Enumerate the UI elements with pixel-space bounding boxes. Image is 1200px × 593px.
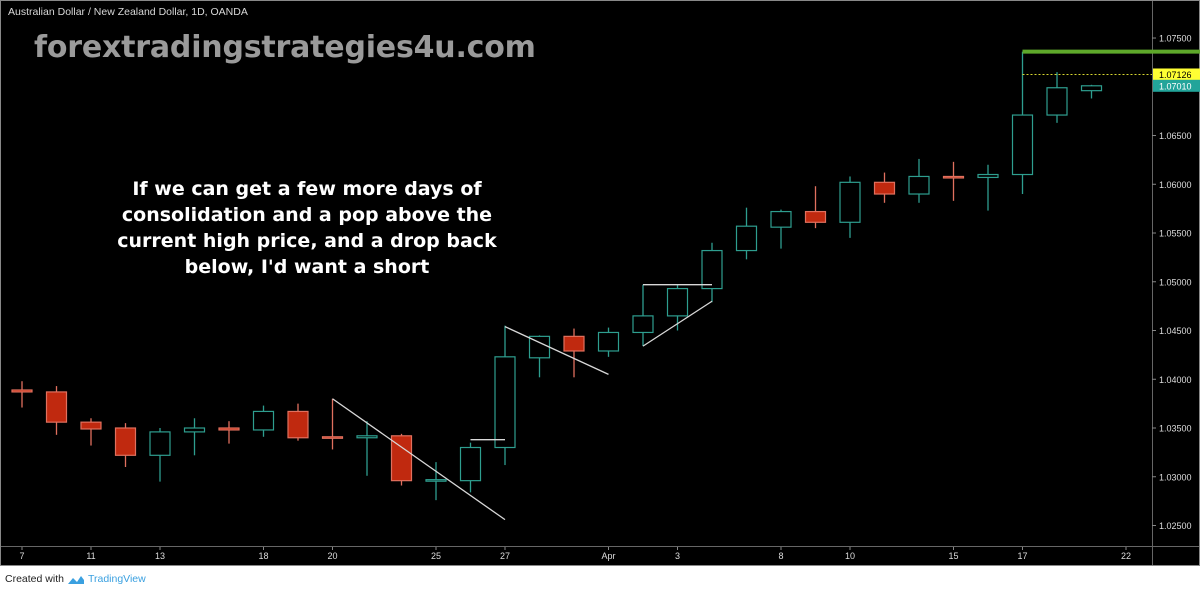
candle-up — [735, 225, 758, 252]
trendline — [642, 300, 713, 347]
candle-up — [1080, 85, 1103, 92]
chart-area[interactable]: 1.07500 1.06500 1.06000 1.05500 1.05000 1.045… — [0, 0, 1200, 566]
price-tick-label: 1.07500 — [1159, 34, 1192, 44]
candle-up — [597, 331, 620, 352]
price-axis — [1152, 0, 1200, 566]
annotation-text: If we can get a few more days of consoli… — [117, 178, 497, 278]
candle-up — [425, 479, 447, 482]
candle-up — [252, 410, 275, 431]
price-tick-label: 1.06500 — [1159, 131, 1192, 141]
time-tick-label: 7 — [19, 551, 24, 561]
time-tick-label: 13 — [155, 551, 165, 561]
candle-down — [218, 427, 240, 431]
time-tick-label: 10 — [845, 551, 855, 561]
candle-up — [977, 173, 999, 179]
candle-down — [873, 181, 896, 195]
candle-down — [390, 435, 413, 482]
candle-up — [839, 181, 861, 223]
candle-down — [11, 389, 33, 393]
candle-up — [666, 287, 689, 317]
candle-down — [287, 410, 309, 439]
time-tick-label: 8 — [778, 551, 783, 561]
time-tick-label: 20 — [327, 551, 337, 561]
price-tick-label: 1.03500 — [1159, 424, 1192, 434]
candle-down — [942, 175, 965, 179]
candle-up — [908, 175, 930, 195]
candle-up — [494, 356, 516, 449]
price-tick-label: 1.05000 — [1159, 277, 1192, 287]
price-tick-label: 1.04000 — [1159, 375, 1192, 385]
price-tick-label: 1.05500 — [1159, 229, 1192, 239]
price-tick-label: 1.06000 — [1159, 180, 1192, 190]
candle-down — [321, 436, 344, 439]
candle-down — [80, 421, 102, 430]
trendline — [504, 326, 609, 375]
candle-up — [183, 427, 206, 433]
symbol-title: Australian Dollar / New Zealand Dollar, … — [8, 6, 248, 18]
time-tick-label: 27 — [500, 551, 510, 561]
price-tick-label: 1.04500 — [1159, 326, 1192, 336]
candle-up — [770, 210, 792, 228]
candle-up — [356, 435, 378, 439]
time-tick-label: 11 — [86, 551, 95, 561]
price-tick-label: 1.02500 — [1159, 521, 1192, 531]
time-tick-label: Apr — [601, 551, 615, 561]
chart-frame — [0, 0, 1200, 566]
tradingview-cloud-icon — [67, 575, 84, 584]
time-tick-label: 22 — [1121, 551, 1131, 561]
candle-up — [1011, 114, 1034, 176]
tradingview-link[interactable]: TradingView — [87, 573, 146, 585]
candle-up — [1046, 87, 1068, 116]
time-tick-label: 25 — [431, 551, 441, 561]
high-price-label: 1.07126 — [1159, 70, 1192, 80]
last-price-label: 1.07010 — [1159, 81, 1192, 91]
candle-up — [149, 431, 171, 456]
time-tick-label: 17 — [1017, 551, 1027, 561]
watermark: forextradingstrategies4u.com — [34, 30, 536, 65]
footer: Created with TradingView — [5, 573, 146, 585]
candle-down — [563, 335, 585, 352]
last-price-label-bg — [1153, 79, 1200, 92]
time-tick-label: 18 — [258, 551, 268, 561]
candle-down — [804, 210, 827, 223]
candle-down — [114, 427, 137, 456]
price-tick-label: 1.03000 — [1159, 472, 1192, 482]
time-tick-label: 15 — [948, 551, 958, 561]
candle-up — [701, 249, 723, 290]
candle-up — [632, 315, 654, 334]
time-tick-label: 3 — [675, 551, 680, 561]
candle-up — [459, 446, 482, 482]
candlestick-chart: 1.07500 1.06500 1.06000 1.05500 1.05000 1.045… — [0, 0, 1200, 566]
created-with-label: Created with — [5, 573, 64, 585]
trendline — [332, 398, 506, 521]
candle-down — [45, 391, 68, 423]
high-price-label-bg — [1153, 68, 1200, 81]
